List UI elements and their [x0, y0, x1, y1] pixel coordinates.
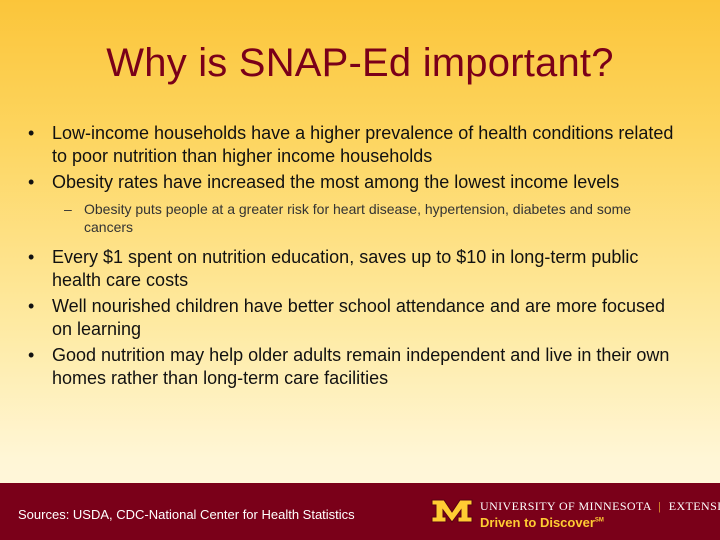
- sub-bullet-text: Obesity puts people at a greater risk fo…: [84, 201, 632, 235]
- bullet-text: Good nutrition may help older adults rem…: [52, 345, 670, 388]
- bullet-text: Obesity rates have increased the most am…: [52, 172, 620, 192]
- bullet-text: Every $1 spent on nutrition education, s…: [52, 247, 639, 290]
- sub-bullet-marker: –: [64, 201, 72, 217]
- sub-bullet-item: – Obesity puts people at a greater risk …: [0, 200, 720, 236]
- tagline-text: Driven to Discover: [480, 515, 595, 530]
- bullet-item: • Obesity rates have increased the most …: [0, 171, 720, 194]
- bullet-list: • Low-income households have a higher pr…: [0, 122, 720, 393]
- bullet-marker: •: [28, 247, 35, 267]
- bullet-text: Well nourished children have better scho…: [52, 296, 666, 339]
- bullet-item: • Well nourished children have better sc…: [0, 295, 720, 341]
- bullet-marker: •: [28, 345, 35, 365]
- university-name: UNIVERSITY OF MINNESOTA: [480, 499, 652, 513]
- bullet-marker: •: [28, 123, 35, 143]
- university-logo: UNIVERSITY OF MINNESOTA | EXTENSION Driv…: [430, 489, 720, 537]
- bullet-marker: •: [28, 296, 35, 316]
- logo-separator: |: [658, 499, 662, 513]
- service-mark: SM: [594, 517, 604, 524]
- unit-name: EXTENSION: [668, 499, 720, 513]
- slide-title: Why is SNAP-Ed important?: [106, 41, 614, 85]
- footer-bar: Sources: USDA, CDC-National Center for H…: [0, 483, 720, 540]
- sources-text: Sources: USDA, CDC-National Center for H…: [18, 507, 355, 522]
- bullet-text: Low-income households have a higher prev…: [52, 123, 674, 166]
- bullet-item: • Good nutrition may help older adults r…: [0, 344, 720, 390]
- university-m-logo-icon: [431, 499, 473, 523]
- bullet-marker: •: [28, 172, 35, 192]
- bullet-item: • Every $1 spent on nutrition education,…: [0, 246, 720, 292]
- logo-tagline: Driven to DiscoverSM: [480, 515, 604, 530]
- bullet-item: • Low-income households have a higher pr…: [0, 122, 720, 168]
- university-name-line: UNIVERSITY OF MINNESOTA | EXTENSION: [480, 499, 720, 514]
